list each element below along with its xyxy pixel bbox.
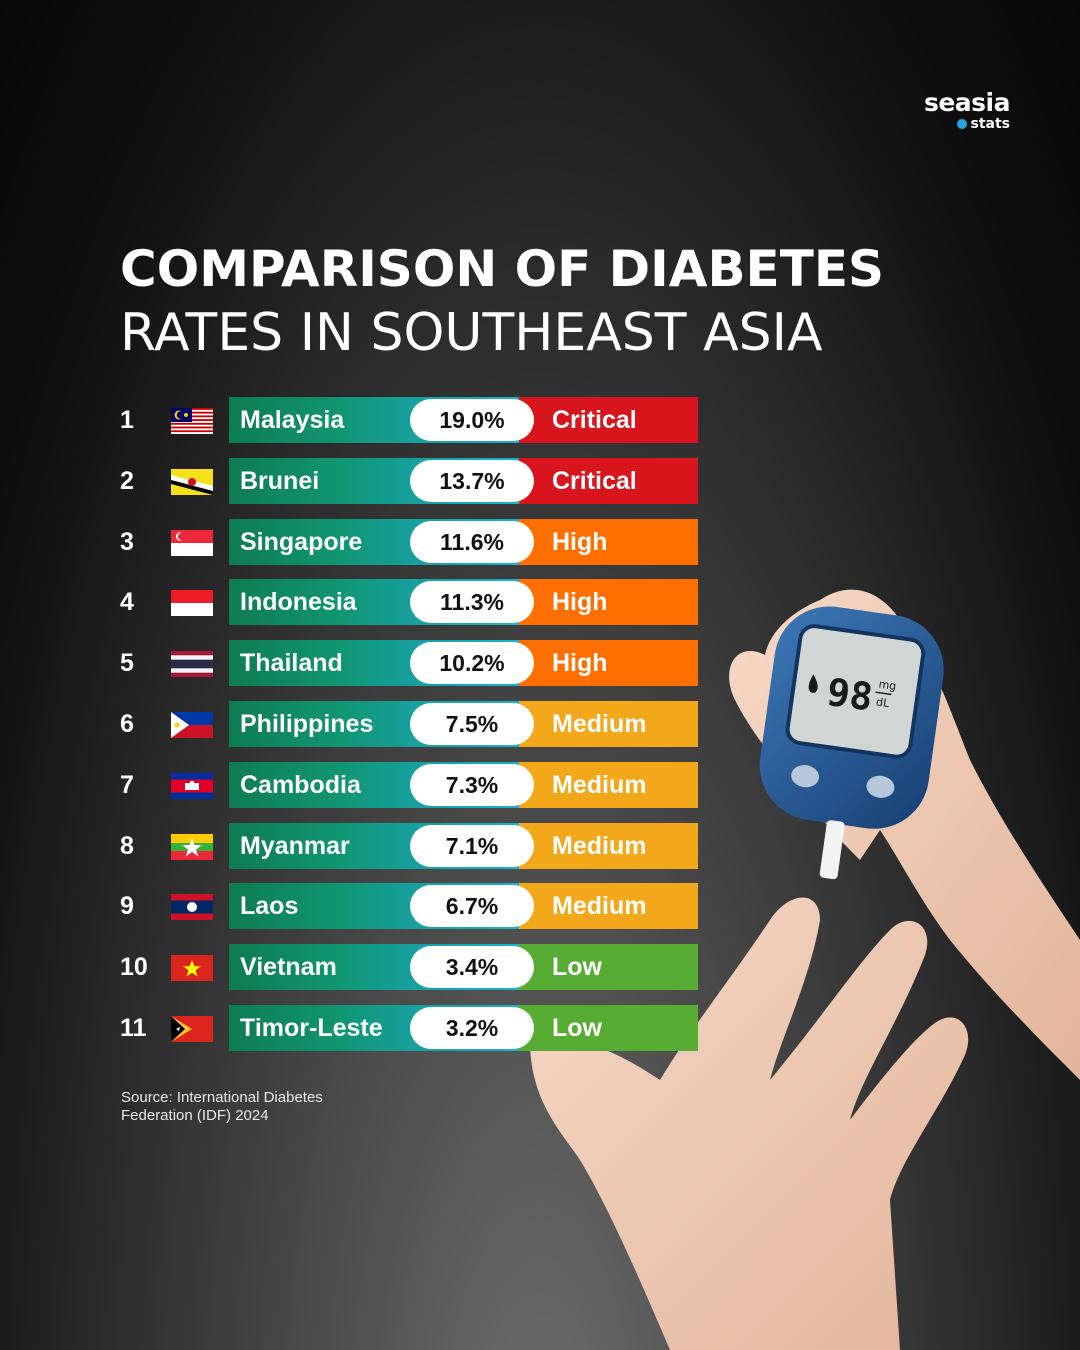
rank-label: 6 [120, 710, 134, 738]
level-bar [519, 457, 698, 504]
brand-logo: seasia stats [923, 88, 1011, 133]
myanmar-flag-icon [171, 833, 213, 860]
table-row: 2 Brunei 13.7% Critical [0, 457, 700, 504]
singapore-flag-icon [171, 529, 213, 556]
rank-label: 1 [120, 406, 134, 434]
country-label: Laos [240, 892, 299, 921]
thailand-flag-icon [171, 651, 213, 678]
value-label: 11.3% [410, 581, 534, 624]
page-title: COMPARISON OF DIABETES RATES IN SOUTHEAS… [120, 240, 884, 366]
meter-unit-top: mg [878, 678, 897, 693]
source-note: Source: International Diabetes Federatio… [121, 1089, 323, 1125]
country-label: Cambodia [240, 770, 361, 799]
country-label: Philippines [240, 710, 374, 738]
rank-label: 11 [120, 1014, 147, 1042]
laos-flag-icon [171, 894, 213, 921]
title-line-1: COMPARISON OF DIABETES [120, 240, 884, 298]
vietnam-flag-icon [171, 955, 213, 982]
value-label: 7.5% [410, 703, 534, 745]
country-bar [229, 701, 519, 747]
country-label: Vietnam [240, 953, 337, 982]
value-label: 19.0% [410, 399, 534, 441]
country-bar [229, 761, 519, 808]
value-label: 7.1% [410, 824, 534, 867]
value-label: 3.2% [410, 1007, 534, 1049]
cambodia-flag-icon [171, 772, 213, 799]
glucose-meter-illustration: 98 mg dL [530, 589, 1080, 1350]
country-label: Brunei [240, 466, 320, 495]
country-bar [229, 1005, 519, 1051]
rank-label: 3 [120, 527, 134, 556]
country-label: Indonesia [240, 588, 357, 617]
country-label: Singapore [240, 527, 363, 556]
brand-name: seasia [923, 88, 1011, 117]
timor-leste-flag-icon [171, 1016, 213, 1042]
value-label: 3.4% [410, 946, 534, 989]
brand-sub-label: stats [970, 116, 1011, 132]
country-label: Malaysia [240, 406, 345, 434]
level-label: High [552, 527, 608, 556]
glucose-meter: 98 mg dL [759, 606, 944, 880]
indonesia-flag-icon [171, 590, 213, 617]
lower-hand [530, 897, 969, 1350]
value-label: 11.6% [410, 520, 534, 563]
value-label: 7.3% [410, 763, 534, 806]
country-label: Timor-Leste [240, 1014, 383, 1042]
source-line-1: Source: International Diabetes [121, 1089, 323, 1106]
value-label: 6.7% [410, 885, 534, 928]
value-bar: Malaysia 19.0% Critical [229, 397, 698, 443]
table-row: 3 Singapore 11.6% High [0, 518, 700, 565]
meter-reading: 98 [824, 670, 875, 720]
rank-label: 10 [120, 953, 148, 982]
country-bar [229, 397, 519, 443]
country-bar [229, 579, 519, 626]
country-bar [229, 822, 519, 869]
country-label: Myanmar [240, 831, 350, 860]
philippines-flag-icon [171, 712, 213, 738]
value-label: 13.7% [410, 459, 534, 502]
title-line-2: RATES IN SOUTHEAST ASIA [120, 303, 823, 363]
source-line-2: Federation (IDF) 2024 [121, 1107, 269, 1124]
country-label: Thailand [240, 649, 343, 678]
globe-icon [956, 119, 967, 129]
rank-label: 5 [120, 649, 134, 678]
table-row: 1 Malaysia 19.0% Critical [0, 397, 700, 443]
country-bar [229, 640, 519, 687]
brand-sub: stats [924, 116, 1010, 132]
rank-label: 4 [120, 588, 134, 617]
country-bar [229, 883, 519, 930]
value-label: 10.2% [410, 642, 534, 685]
malaysia-flag-icon [171, 408, 213, 434]
value-bar: Brunei 13.7% Critical [229, 457, 698, 504]
country-bar [229, 944, 519, 991]
value-bar: Singapore 11.6% High [229, 518, 698, 565]
level-label: Critical [552, 466, 637, 495]
meter-unit-bottom: dL [875, 695, 891, 710]
level-label: Critical [552, 406, 637, 434]
level-bar [519, 518, 698, 565]
rank-label: 8 [120, 831, 134, 860]
rank-label: 2 [120, 466, 134, 495]
level-bar [519, 397, 698, 443]
brunei-flag-icon [171, 468, 213, 495]
rank-label: 7 [120, 770, 134, 799]
country-bar [229, 457, 519, 504]
country-bar [229, 518, 519, 565]
rank-label: 9 [120, 892, 134, 921]
